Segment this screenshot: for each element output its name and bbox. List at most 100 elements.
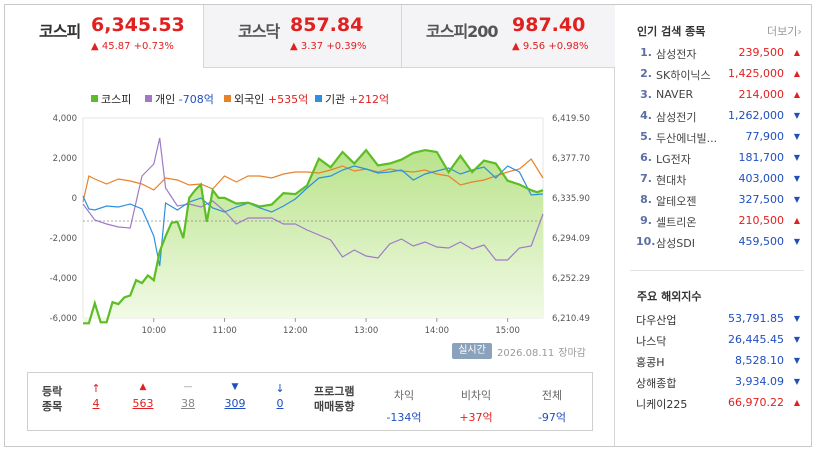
rank-number: 6. <box>640 151 652 164</box>
stock-name: 삼성전기 <box>656 111 697 124</box>
x-tick-label: 12:00 <box>283 326 308 336</box>
tab-kospi200[interactable]: 코스피200 987.40 ▲ 9.56 +0.98% <box>401 5 615 68</box>
up-arrow-icon: ▲ <box>793 90 800 99</box>
market-status: 장마감 <box>558 348 586 359</box>
down-arrow-icon: ▼ <box>793 237 800 246</box>
legend-foreign[interactable]: 외국인 +535억 <box>224 91 308 107</box>
overseas-item[interactable]: 니케이225 66,970.22 ▲ <box>636 394 804 414</box>
index-tabs: 코스피 6,345.53 ▲ 45.87 +0.73% 코스닥 857.84 ▲… <box>5 5 615 68</box>
more-link[interactable]: 더보기› <box>767 25 802 38</box>
program-nonarbitrage-value: +37억 <box>459 411 493 424</box>
down-arrow-icon: ▼ <box>793 314 800 323</box>
popular-item[interactable]: 3. NAVER 214,000 ▲ <box>636 86 804 106</box>
y-right-tick-label: 6,252.29 <box>552 274 590 284</box>
popular-item[interactable]: 5. 두산에너빌... 77,900 ▼ <box>636 128 804 148</box>
rank-number: 1. <box>640 46 652 59</box>
limit-down-stat: ↓ 0 <box>268 373 292 410</box>
limit-down-count[interactable]: 0 <box>276 397 284 410</box>
legend-label: 개인 <box>155 93 176 106</box>
stock-price: 181,700 <box>738 151 785 164</box>
x-tick-label: 15:00 <box>495 326 520 336</box>
index-name: 나스닥 <box>636 335 667 348</box>
tab-kospi[interactable]: 코스피 6,345.53 ▲ 45.87 +0.73% <box>5 5 203 68</box>
limit-up-stat: ↑ 4 <box>84 373 108 410</box>
program-arbitrage-value: -134억 <box>386 411 422 424</box>
y-right-tick-label: 6,294.09 <box>552 234 590 244</box>
series-line-individual <box>82 137 544 261</box>
overseas-item[interactable]: 나스닥 26,445.45 ▼ <box>636 331 804 351</box>
rank-number: 7. <box>640 172 652 185</box>
legend-swatch <box>91 95 98 102</box>
tab-name: 코스피200 <box>426 22 499 41</box>
program-nonarbitrage: 비차익 +37억 <box>446 373 506 425</box>
overseas-item[interactable]: 다우산업 53,791.85 ▼ <box>636 310 804 330</box>
popular-item[interactable]: 6. LG전자 181,700 ▼ <box>636 149 804 169</box>
stock-price: 459,500 <box>738 235 785 248</box>
program-total-value: -97억 <box>537 411 567 424</box>
program-total-label: 전체 <box>541 389 563 402</box>
program-nonarbitrage-label: 비차익 <box>460 389 492 402</box>
y-left-tick-label: 4,000 <box>53 114 77 124</box>
program-trading-label: 프로그램 매매동향 <box>314 385 355 413</box>
down-arrow-icon: ▼ <box>793 195 800 204</box>
y-left-tick-label: 0 <box>72 194 77 204</box>
tab-value: 987.40 <box>512 14 586 36</box>
overseas-item[interactable]: 홍콩H 8,528.10 ▼ <box>636 352 804 372</box>
index-name: 다우산업 <box>636 314 677 327</box>
popular-item[interactable]: 1. 삼성전자 239,500 ▲ <box>636 44 804 64</box>
stock-name: SK하이닉스 <box>656 69 711 82</box>
up-arrow-icon: ▲ <box>793 48 800 57</box>
overseas-title: 주요 해외지수 <box>637 290 702 303</box>
x-tick-label: 11:00 <box>212 326 237 336</box>
stock-price: 77,900 <box>745 130 785 143</box>
stock-price: 239,500 <box>738 46 785 59</box>
popular-item[interactable]: 2. SK하이닉스 1,425,000 ▲ <box>636 65 804 85</box>
popular-item[interactable]: 4. 삼성전기 1,262,000 ▼ <box>636 107 804 127</box>
stock-name: 삼성전자 <box>656 48 697 61</box>
series-line-foreign <box>82 158 544 203</box>
stock-name: 두산에너빌... <box>656 132 718 145</box>
advance-decline-label: 등락 종목 <box>42 385 63 413</box>
down-arrow-icon: ▼ <box>793 111 800 120</box>
limit-down-icon: ↓ <box>275 382 285 395</box>
down-arrow-icon: ▼ <box>793 132 800 141</box>
popular-item[interactable]: 8. 알테오젠 327,500 ▼ <box>636 191 804 211</box>
limit-up-count[interactable]: 4 <box>92 397 100 410</box>
rise-stat: ▲ 563 <box>128 373 158 410</box>
tab-kosdaq[interactable]: 코스닥 857.84 ▲ 3.37 +0.39% <box>203 5 401 68</box>
y-right-tick-label: 6,335.90 <box>552 194 590 204</box>
index-value: 66,970.22 <box>728 396 784 409</box>
rank-number: 4. <box>640 109 652 122</box>
y-right-tick-label: 6,377.70 <box>552 154 590 164</box>
stock-price: 1,262,000 <box>728 109 784 122</box>
kospi-area <box>83 150 543 324</box>
legend-label: 기관 <box>325 93 346 106</box>
overseas-item[interactable]: 상해종합 3,934.09 ▼ <box>636 373 804 393</box>
legend-swatch <box>315 95 322 102</box>
stock-name: 현대차 <box>656 174 687 187</box>
y-right-tick-label: 6,210.49 <box>552 314 590 324</box>
legend-kospi[interactable]: 코스피 <box>91 91 131 107</box>
program-arbitrage: 차익 -134억 <box>374 373 434 425</box>
popular-item[interactable]: 10. 삼성SDI 459,500 ▼ <box>636 233 804 253</box>
rise-count[interactable]: 563 <box>132 397 154 410</box>
legend-individual[interactable]: 개인 -708억 <box>145 91 214 107</box>
unchanged-count[interactable]: 38 <box>181 397 195 410</box>
rank-number: 8. <box>640 193 652 206</box>
fall-count[interactable]: 309 <box>224 397 246 410</box>
down-arrow-icon: ▼ <box>793 335 800 344</box>
legend-swatch <box>224 95 231 102</box>
legend-institution[interactable]: 기관 +212억 <box>315 91 389 107</box>
legend-value: +535억 <box>267 93 309 106</box>
up-arrow-icon: ▲ <box>793 398 800 407</box>
market-widget: 코스피 6,345.53 ▲ 45.87 +0.73% 코스닥 857.84 ▲… <box>4 4 812 447</box>
y-left-tick-label: -2,000 <box>50 234 77 244</box>
popular-item[interactable]: 9. 셀트리온 210,500 ▲ <box>636 212 804 232</box>
down-arrow-icon: ▼ <box>793 377 800 386</box>
series-line-institution <box>82 165 544 267</box>
popular-item[interactable]: 7. 현대차 403,000 ▼ <box>636 170 804 190</box>
index-value: 53,791.85 <box>728 312 784 325</box>
index-panel: 코스피 6,345.53 ▲ 45.87 +0.73% 코스닥 857.84 ▲… <box>5 5 615 446</box>
index-value: 3,934.09 <box>735 375 784 388</box>
y-left-tick-label: -4,000 <box>50 274 77 284</box>
